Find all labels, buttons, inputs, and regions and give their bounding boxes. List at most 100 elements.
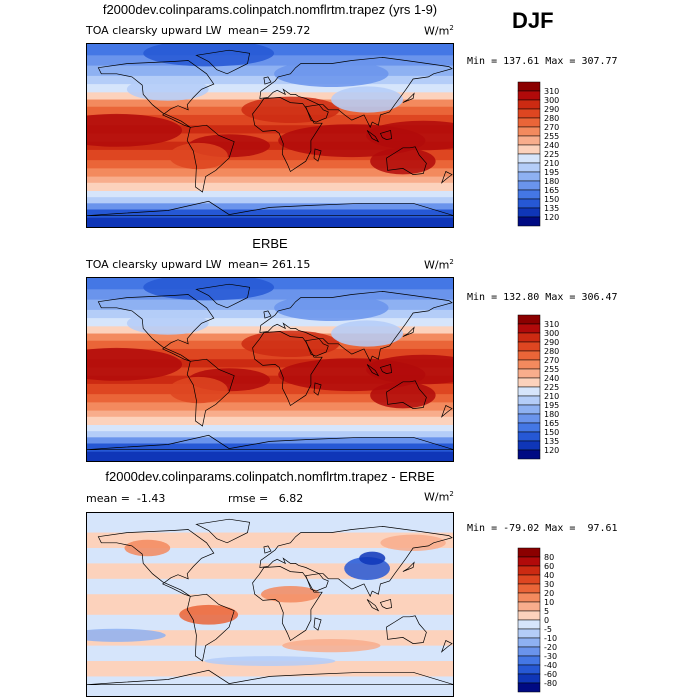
coastline <box>195 49 251 75</box>
coastline <box>366 130 380 143</box>
field-band <box>86 676 454 697</box>
colorbar-tick-label: 225 <box>544 150 559 159</box>
colorbar-tick-label: 20 <box>544 589 554 598</box>
coastline <box>252 331 323 407</box>
coastline <box>195 518 251 544</box>
coastline <box>186 358 235 427</box>
coastline <box>379 129 392 140</box>
panel3-rmse-label: rmse = <box>228 492 269 505</box>
colorbar-tick-label: 210 <box>544 392 559 401</box>
colorbar-swatch <box>517 171 541 182</box>
field-anomaly <box>86 347 183 381</box>
colorbar-tick-label: -60 <box>544 670 557 679</box>
colorbar-swatch <box>517 341 541 352</box>
field-band <box>86 578 454 595</box>
colorbar-tick-label: 290 <box>544 338 559 347</box>
panel1-colorbar: 3103002902802702552402252101951801651501… <box>517 81 559 227</box>
field-band <box>86 425 454 432</box>
panel3-mean-value: -1.43 <box>136 492 166 505</box>
panel2-units-exp: 2 <box>449 258 454 266</box>
colorbar-tick-label: 150 <box>544 195 559 204</box>
coastline <box>305 338 329 357</box>
field-band <box>86 383 454 395</box>
coastline <box>252 566 323 642</box>
field-band <box>86 594 454 616</box>
colorbar-swatch <box>517 126 541 137</box>
panel1-field: TOA clearsky upward LW <box>86 24 222 37</box>
field-anomaly <box>331 86 404 113</box>
panel3-min-value: -79.02 <box>503 523 540 534</box>
panel3-rmse: rmse = 6.82 <box>228 492 303 505</box>
colorbar-tick-label: 280 <box>544 347 559 356</box>
map-frame <box>86 43 454 228</box>
field-band <box>86 437 454 444</box>
colorbar-swatch <box>517 323 541 334</box>
field-anomaly <box>359 551 386 565</box>
panel1-mean-value: 259.72 <box>271 24 311 37</box>
colorbar-swatch <box>517 377 541 388</box>
field-band <box>86 512 454 534</box>
panel2-colorbar: 3103002902802702552402252101951801651501… <box>517 314 559 460</box>
field-band <box>86 125 454 134</box>
field-anomaly <box>274 294 389 321</box>
colorbar-tick-label: 165 <box>544 186 559 195</box>
panel3-mean: mean = -1.43 <box>86 492 165 505</box>
field-anomaly <box>86 113 183 147</box>
field-anomaly <box>241 96 340 123</box>
panel1-max-label: Max = <box>545 56 576 67</box>
panel2-max-value: 306.47 <box>581 292 618 303</box>
colorbar-swatch <box>517 180 541 191</box>
panel1-min-value: 137.61 <box>503 56 540 67</box>
field-band <box>86 443 454 453</box>
field-anomaly <box>241 330 340 357</box>
colorbar-swatch <box>517 628 541 639</box>
colorbar-tick-label: 240 <box>544 141 559 150</box>
coastline <box>379 363 392 374</box>
coastline <box>97 294 215 362</box>
field-band <box>86 416 454 426</box>
field-band <box>86 182 454 192</box>
colorbar-swatch <box>517 422 541 433</box>
coastline <box>313 148 322 162</box>
panel3-map <box>86 512 454 697</box>
field-anomaly <box>169 376 228 404</box>
colorbar-swatch <box>517 619 541 630</box>
colorbar-swatch <box>517 207 541 218</box>
panel2-units-base: W/m <box>424 258 450 272</box>
coastline <box>97 529 215 597</box>
coastline <box>259 291 453 363</box>
panel2-max-label: Max = <box>545 292 576 303</box>
panel2-min-value: 132.80 <box>503 292 540 303</box>
colorbar-swatch <box>517 449 541 460</box>
field-band <box>86 614 454 631</box>
colorbar-tick-label: 150 <box>544 428 559 437</box>
panel1-units: W/m2 <box>424 24 454 38</box>
colorbar-tick-label: 180 <box>544 177 559 186</box>
colorbar-tick-label: 135 <box>544 437 559 446</box>
coastline <box>259 526 453 598</box>
coastline <box>386 380 427 409</box>
colorbar-tick-label: 300 <box>544 329 559 338</box>
field-band <box>86 92 454 101</box>
colorbar-swatch <box>517 440 541 451</box>
field-band <box>86 191 454 198</box>
colorbar-swatch <box>517 198 541 209</box>
field-anomaly <box>124 539 171 557</box>
panel2-title: ERBE <box>252 236 288 251</box>
coastline <box>252 97 323 173</box>
panel3-minmax: Min = -79.02 Max = 97.61 <box>467 523 618 534</box>
field-band <box>86 451 454 462</box>
colorbar-tick-label: 30 <box>544 580 554 589</box>
colorbar-tick-label: 270 <box>544 123 559 132</box>
field-band <box>86 160 454 169</box>
coastline <box>386 615 427 644</box>
field-band <box>86 402 454 412</box>
field-band <box>86 394 454 403</box>
map-frame <box>86 277 454 462</box>
colorbar-tick-label: 40 <box>544 571 554 580</box>
panel3-min-label: Min = <box>467 523 498 534</box>
colorbar-swatch <box>517 655 541 666</box>
colorbar-swatch <box>517 583 541 594</box>
coastline <box>86 200 454 217</box>
